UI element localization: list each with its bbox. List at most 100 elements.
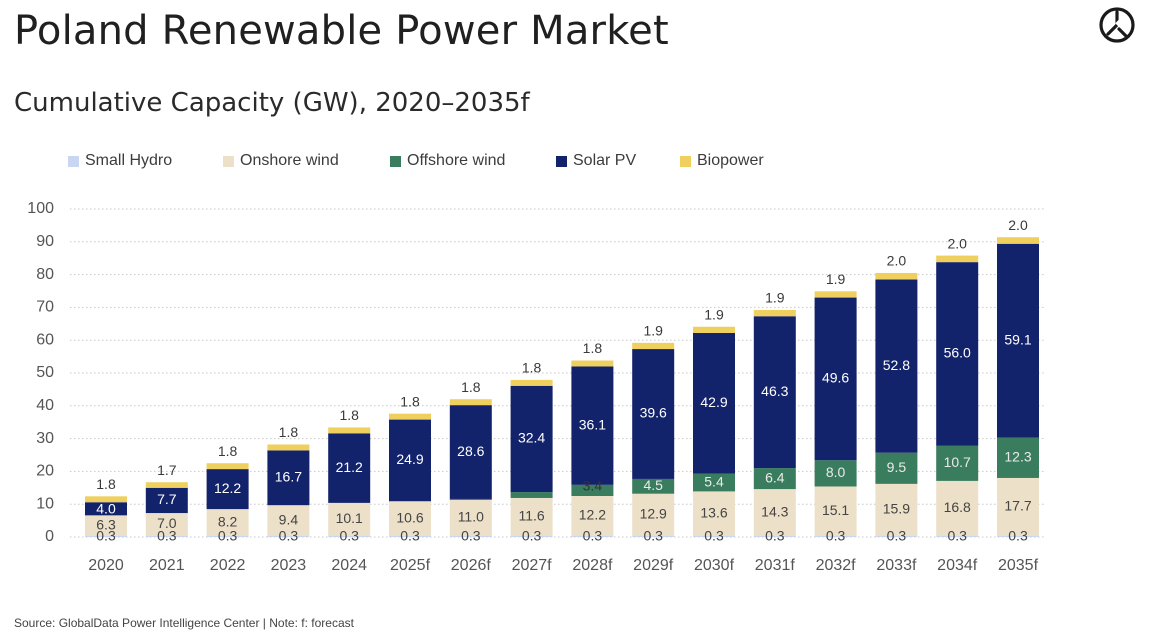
data-label-onshore-wind: 17.7 bbox=[1004, 498, 1031, 514]
data-label-small-hydro: 0.3 bbox=[704, 528, 724, 544]
data-label-biopower: 1.8 bbox=[218, 443, 238, 459]
data-label-offshore-wind: 4.5 bbox=[643, 477, 663, 493]
data-label-biopower: 2.0 bbox=[887, 253, 907, 269]
bar-segment-onshore-wind bbox=[753, 489, 796, 537]
data-label-small-hydro: 0.3 bbox=[643, 528, 663, 544]
legend-label-small-hydro: Small Hydro bbox=[85, 152, 173, 169]
y-tick-label: 30 bbox=[36, 430, 54, 447]
y-tick-label: 40 bbox=[36, 397, 54, 414]
x-tick-label: 2033f bbox=[876, 557, 917, 574]
bar-segment-offshore-wind bbox=[632, 478, 675, 494]
bar-segment-offshore-wind bbox=[449, 498, 492, 500]
data-label-biopower: 1.8 bbox=[279, 424, 299, 440]
bar-segment-small-hydro bbox=[510, 536, 553, 537]
y-tick-label: 50 bbox=[36, 364, 54, 381]
legend-swatch-offshore-wind bbox=[390, 155, 401, 167]
bar-segment-small-hydro bbox=[875, 536, 918, 537]
bar-segment-offshore-wind bbox=[510, 492, 553, 498]
bar-segment-small-hydro bbox=[206, 536, 249, 537]
x-tick-label: 2028f bbox=[572, 557, 613, 574]
data-label-biopower: 1.8 bbox=[339, 407, 359, 423]
bar-segment-offshore-wind bbox=[571, 484, 614, 496]
data-label-small-hydro: 0.3 bbox=[339, 528, 359, 544]
data-label-offshore-wind: 3.4 bbox=[583, 478, 603, 494]
data-label-onshore-wind: 8.2 bbox=[218, 513, 238, 529]
data-label-offshore-wind: 8.0 bbox=[826, 464, 846, 480]
bar-segment-onshore-wind bbox=[328, 502, 371, 537]
bar-segment-solar-pv bbox=[510, 385, 553, 493]
bar-segment-onshore-wind bbox=[875, 483, 918, 537]
bar-segment-onshore-wind bbox=[267, 505, 310, 537]
bar-segment-solar-pv bbox=[693, 332, 735, 474]
legend-swatch-solar-pv bbox=[556, 155, 567, 167]
bar-segment-biopower bbox=[632, 342, 675, 350]
data-label-solar-pv: 42.9 bbox=[700, 394, 727, 410]
bar-segment-onshore-wind bbox=[693, 491, 735, 537]
legend-label-offshore-wind: Offshore wind bbox=[407, 152, 506, 169]
y-tick-label: 80 bbox=[36, 266, 54, 283]
bar-segment-offshore-wind bbox=[936, 445, 979, 481]
bar-segment-small-hydro bbox=[814, 536, 857, 537]
legend-label-biopower: Biopower bbox=[697, 152, 764, 169]
data-label-offshore-wind: 6.4 bbox=[765, 469, 785, 485]
data-label-onshore-wind: 13.6 bbox=[700, 504, 727, 520]
x-tick-label: 2022 bbox=[210, 557, 246, 574]
data-label-solar-pv: 56.0 bbox=[944, 345, 971, 361]
legend-item-solar-pv: Solar PV bbox=[556, 152, 636, 170]
data-label-small-hydro: 0.3 bbox=[765, 528, 785, 544]
legend-label-onshore-wind: Onshore wind bbox=[240, 152, 339, 169]
bar-segment-solar-pv bbox=[997, 243, 1039, 438]
data-label-offshore-wind: 9.5 bbox=[887, 459, 907, 475]
bar-segment-biopower bbox=[206, 463, 249, 470]
bar-segment-small-hydro bbox=[145, 536, 188, 537]
data-label-biopower: 1.9 bbox=[765, 290, 785, 306]
legend-item-small-hydro: Small Hydro bbox=[68, 152, 172, 170]
y-tick-label: 100 bbox=[27, 200, 54, 217]
stacked-bar-chart: 010203040506070809010020200.36.34.01.820… bbox=[27, 200, 1045, 574]
data-label-solar-pv: 16.7 bbox=[275, 468, 302, 484]
data-label-biopower: 1.8 bbox=[96, 476, 116, 492]
x-tick-label: 2026f bbox=[451, 557, 492, 574]
data-label-solar-pv: 4.0 bbox=[96, 500, 116, 516]
data-label-biopower: 1.9 bbox=[826, 271, 846, 287]
globaldata-logo-icon bbox=[1099, 7, 1135, 43]
source-note: Source: GlobalData Power Intelligence Ce… bbox=[14, 616, 354, 630]
bar-segment-biopower bbox=[571, 360, 614, 367]
data-label-onshore-wind: 11.0 bbox=[458, 509, 484, 525]
legend-swatch-biopower bbox=[680, 155, 691, 167]
bar-segment-solar-pv bbox=[936, 262, 979, 446]
legend-swatch-onshore-wind bbox=[223, 155, 234, 167]
bar-segment-biopower bbox=[145, 482, 188, 488]
page-title: Poland Renewable Power Market bbox=[14, 8, 669, 54]
x-tick-label: 2030f bbox=[694, 557, 735, 574]
data-label-small-hydro: 0.3 bbox=[826, 528, 846, 544]
data-label-biopower: 1.8 bbox=[522, 360, 542, 376]
bar-segment-onshore-wind bbox=[85, 515, 127, 537]
bar-segment-onshore-wind bbox=[510, 497, 553, 537]
bar-segment-small-hydro bbox=[571, 536, 614, 537]
bar-segment-small-hydro bbox=[632, 536, 675, 537]
data-label-small-hydro: 0.3 bbox=[279, 528, 299, 544]
x-tick-label: 2027f bbox=[512, 557, 553, 574]
bar-segment-small-hydro bbox=[936, 536, 979, 537]
data-label-small-hydro: 0.3 bbox=[583, 528, 603, 544]
data-label-onshore-wind: 6.3 bbox=[96, 516, 116, 532]
legend-item-onshore-wind: Onshore wind bbox=[223, 152, 339, 170]
chart-subtitle: Cumulative Capacity (GW), 2020–2035f bbox=[14, 88, 530, 118]
bar-segment-small-hydro bbox=[693, 536, 735, 537]
bar-segment-offshore-wind bbox=[693, 473, 735, 492]
bar-segment-biopower bbox=[693, 326, 735, 333]
bar-segment-biopower bbox=[936, 255, 979, 263]
bar-segment-biopower bbox=[449, 399, 492, 406]
data-label-solar-pv: 39.6 bbox=[640, 405, 667, 421]
x-tick-label: 2023 bbox=[271, 557, 307, 574]
data-label-small-hydro: 0.3 bbox=[218, 528, 238, 544]
x-tick-label: 2032f bbox=[816, 557, 857, 574]
data-label-solar-pv: 49.6 bbox=[822, 370, 849, 386]
y-tick-label: 70 bbox=[36, 299, 54, 316]
bar-segment-small-hydro bbox=[85, 536, 127, 537]
bar-segment-offshore-wind bbox=[753, 468, 796, 490]
data-label-small-hydro: 0.3 bbox=[400, 528, 420, 544]
bar-segment-small-hydro bbox=[753, 536, 796, 537]
data-label-onshore-wind: 12.2 bbox=[579, 507, 606, 523]
